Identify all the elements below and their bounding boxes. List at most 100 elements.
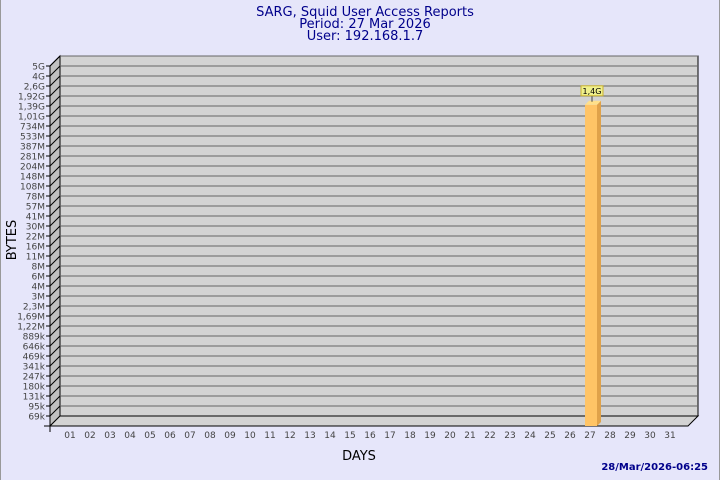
bar-side — [597, 100, 601, 427]
y-tick-label: 131k — [23, 393, 46, 403]
x-tick-label: 29 — [624, 431, 636, 441]
bar-front — [585, 104, 597, 427]
x-tick-label: 31 — [664, 431, 675, 441]
y-tick-slant — [49, 335, 61, 347]
x-tick-label: 17 — [384, 431, 395, 441]
y-tick-label: 108M — [20, 183, 45, 193]
y-tick-slant — [49, 55, 61, 67]
y-tick-slant — [49, 345, 61, 357]
x-tick-label: 15 — [344, 431, 355, 441]
y-tick-label: 1,92G — [18, 93, 45, 103]
y-tick-slant — [49, 215, 61, 227]
y-tick-slant — [49, 145, 61, 157]
x-tick-label: 04 — [124, 431, 136, 441]
x-tick-label: 18 — [404, 431, 416, 441]
y-tick-label: 247k — [23, 373, 46, 383]
x-axis-label: DAYS — [342, 449, 376, 464]
y-tick-label: 204M — [20, 163, 45, 173]
x-tick-label: 02 — [84, 431, 95, 441]
y-axis-label: BYTES — [5, 220, 20, 261]
x-tick-label: 06 — [164, 431, 176, 441]
x-tick-label: 14 — [324, 431, 336, 441]
y-tick-label: 889k — [23, 333, 46, 343]
y-tick-slant — [49, 75, 61, 87]
bar-top — [585, 100, 601, 105]
y-tick-slant — [49, 255, 61, 267]
y-tick-slant — [49, 385, 61, 397]
y-tick-slant — [49, 165, 61, 177]
y-tick-label: 533M — [20, 133, 45, 143]
y-tick-label: 2,3M — [23, 303, 45, 313]
y-tick-slant — [49, 85, 61, 97]
y-tick-slant — [49, 395, 61, 407]
x-tick-label: 13 — [304, 431, 315, 441]
y-tick-label: 95k — [28, 403, 45, 413]
y-tick-slant — [49, 405, 61, 417]
y-tick-label: 69k — [28, 413, 45, 423]
x-tick-label: 09 — [224, 431, 236, 441]
x-tick-label: 07 — [184, 431, 195, 441]
x-tick-label: 19 — [424, 431, 436, 441]
x-tick-label: 12 — [284, 431, 295, 441]
x-tick-label: 11 — [264, 431, 275, 441]
y-tick-label: 6M — [32, 273, 46, 283]
y-tick-label: 30M — [26, 223, 45, 233]
y-tick-label: 180k — [23, 383, 46, 393]
y-tick-label: 57M — [26, 203, 45, 213]
y-tick-slant — [49, 65, 61, 77]
x-tick-label: 25 — [544, 431, 555, 441]
y-tick-slant — [49, 365, 61, 377]
chart-title-line: User: 192.168.1.7 — [307, 29, 423, 44]
x-tick-label: 24 — [524, 431, 536, 441]
y-tick-slant — [49, 115, 61, 127]
generated-timestamp: 28/Mar/2026-06:25 — [601, 462, 708, 473]
y-tick-slant — [49, 225, 61, 237]
y-tick-slant — [49, 325, 61, 337]
y-tick-label: 11M — [26, 253, 45, 263]
y-tick-slant — [49, 155, 61, 167]
y-tick-slant — [49, 235, 61, 247]
y-tick-slant — [49, 245, 61, 257]
chart-title-line: SARG, Squid User Access Reports — [256, 5, 474, 20]
bar-value-label: 1,4G — [583, 87, 602, 96]
x-tick-label: 23 — [504, 431, 515, 441]
x-tick-label: 08 — [204, 431, 216, 441]
y-tick-slant — [49, 375, 61, 387]
y-tick-slant — [49, 135, 61, 147]
y-tick-slant — [49, 275, 61, 287]
y-tick-slant — [49, 105, 61, 117]
x-tick-label: 28 — [604, 431, 616, 441]
x-tick-label: 16 — [364, 431, 376, 441]
y-tick-label: 8M — [32, 263, 46, 273]
y-tick-label: 281M — [20, 153, 45, 163]
y-tick-label: 22M — [26, 233, 45, 243]
y-tick-label: 387M — [20, 143, 45, 153]
x-tick-label: 10 — [244, 431, 256, 441]
y-tick-slant — [49, 195, 61, 207]
y-tick-label: 148M — [20, 173, 45, 183]
y-tick-label: 734M — [20, 123, 45, 133]
chart-title-line: Period: 27 Mar 2026 — [299, 17, 430, 32]
y-tick-slant — [49, 205, 61, 217]
x-tick-label: 01 — [64, 431, 75, 441]
y-tick-slant — [49, 355, 61, 367]
y-tick-label: 1,39G — [18, 103, 45, 113]
y-tick-slant — [49, 265, 61, 277]
x-tick-label: 22 — [484, 431, 495, 441]
y-tick-slant — [49, 315, 61, 327]
x-tick-label: 26 — [564, 431, 576, 441]
x-tick-label: 30 — [644, 431, 656, 441]
y-tick-label: 4M — [32, 283, 46, 293]
x-tick-label: 05 — [144, 431, 155, 441]
y-tick-label: 1,01G — [18, 113, 45, 123]
y-tick-label: 646k — [23, 343, 46, 353]
x-tick-label: 20 — [444, 431, 456, 441]
y-tick-label: 5G — [32, 63, 45, 73]
y-tick-label: 41M — [26, 213, 45, 223]
y-tick-slant — [49, 305, 61, 317]
y-tick-label: 3M — [32, 293, 46, 303]
y-tick-slant — [49, 95, 61, 107]
y-tick-slant — [49, 295, 61, 307]
y-tick-label: 1,22M — [17, 323, 45, 333]
